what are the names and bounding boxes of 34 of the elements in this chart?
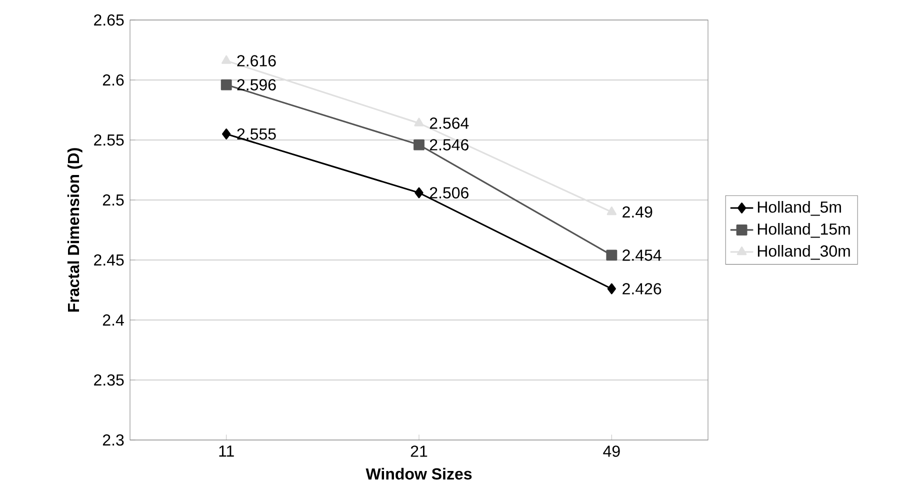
y-tick-label: 2.35 bbox=[94, 374, 124, 386]
data-label: 2.506 bbox=[430, 187, 468, 198]
point bbox=[414, 187, 424, 198]
point bbox=[607, 283, 616, 294]
x-tick-label: 11 bbox=[219, 446, 234, 457]
x-tick-label: 21 bbox=[410, 446, 428, 457]
data-label: 2.555 bbox=[237, 128, 276, 140]
y-tick-label: 2.4 bbox=[102, 314, 124, 326]
legend-label: Holland_15m bbox=[758, 223, 850, 238]
data-label: 2.454 bbox=[622, 250, 662, 261]
point bbox=[222, 128, 231, 140]
point bbox=[606, 206, 617, 216]
point bbox=[220, 79, 232, 90]
y-tick-label: 2.45 bbox=[94, 254, 124, 266]
legend-label: Holland_30m bbox=[758, 244, 850, 260]
legend-label: Holland_5m bbox=[758, 201, 841, 216]
y-tick-label: 2.6 bbox=[102, 74, 124, 86]
y-tick-label: 2.55 bbox=[94, 134, 124, 146]
point bbox=[414, 139, 424, 150]
data-label: 2.616 bbox=[237, 55, 276, 66]
data-label: 2.564 bbox=[430, 118, 469, 129]
point bbox=[414, 118, 424, 126]
y-tick-label: 2.3 bbox=[102, 434, 124, 446]
x-tick-label: 49 bbox=[603, 446, 620, 457]
x-axis-title: Window Sizes bbox=[366, 468, 472, 480]
y-tick-label: 2.5 bbox=[102, 194, 124, 206]
point bbox=[606, 250, 618, 261]
data-label: 2.596 bbox=[237, 79, 276, 90]
y-axis-title: Fractal Dimension (D) bbox=[67, 148, 82, 312]
data-label: 2.426 bbox=[622, 283, 662, 294]
data-label: 2.49 bbox=[622, 206, 652, 218]
data-label: 2.546 bbox=[430, 139, 468, 150]
y-tick-label: 2.65 bbox=[94, 14, 124, 26]
point bbox=[222, 55, 232, 64]
